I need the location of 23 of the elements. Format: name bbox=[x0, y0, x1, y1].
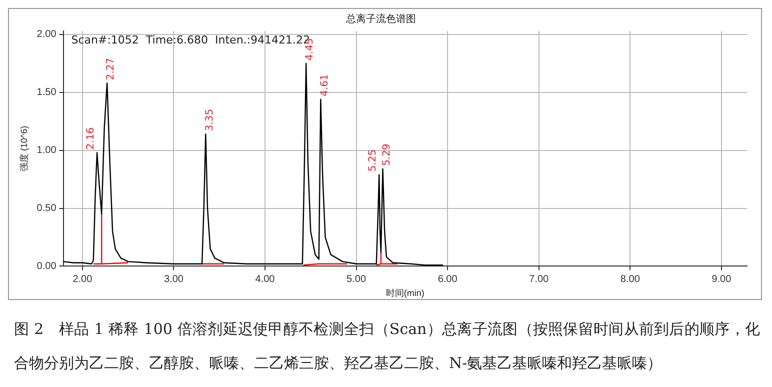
annotation: 3.35 bbox=[204, 108, 216, 132]
y-tick-label: 1.50 bbox=[36, 87, 57, 98]
annotation: 5.25 bbox=[368, 149, 379, 172]
x-tick-label: 4.00 bbox=[255, 274, 276, 285]
x-tick-label: 3.00 bbox=[164, 274, 184, 285]
chart-title: 总离子流色谱图 bbox=[345, 12, 416, 25]
x-tick-label: 8.00 bbox=[620, 274, 640, 285]
caption: 图 2 样品 1 稀释 100 倍溶剂延迟使甲醇不检测全扫（Scan）总离子流图（按照保留时间从前到后的顺序，化合物分别为乙二胺、乙醇胺、哌嗪、二乙烯三胺、羟乙基乙二胺、N-氨基乙基哌嗪和羟乙基哌嗪） bbox=[14, 319, 760, 374]
x-tick-label: 7.00 bbox=[529, 274, 550, 285]
x-tick-label: 9.00 bbox=[712, 274, 732, 285]
y-tick-label: 0.50 bbox=[36, 203, 57, 214]
annotation: 5.29 bbox=[381, 144, 392, 166]
y-tick-label: 0.00 bbox=[36, 260, 57, 272]
x-tick-label: 6.00 bbox=[438, 274, 458, 285]
annotation: 2.16 bbox=[86, 127, 97, 150]
annotation: 2.27 bbox=[106, 58, 117, 80]
y-axis-title: 强度 (10^6) bbox=[18, 126, 29, 172]
annotation: 4.61 bbox=[319, 74, 330, 96]
y-tick-label: 2.00 bbox=[36, 29, 57, 40]
x-tick-label: 5.00 bbox=[346, 274, 366, 285]
y-tick-label: 1.00 bbox=[36, 145, 57, 156]
x-tick-label: 2.00 bbox=[72, 274, 93, 285]
x-axis-title: 时间(min) bbox=[386, 288, 424, 298]
